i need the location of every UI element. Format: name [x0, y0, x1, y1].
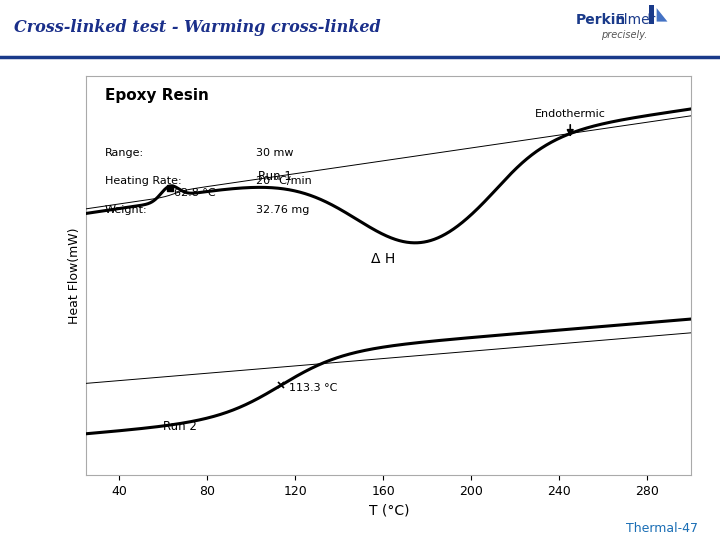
Text: 30 mw: 30 mw — [256, 147, 293, 158]
X-axis label: T (°C): T (°C) — [369, 503, 409, 517]
Text: Range:: Range: — [104, 147, 144, 158]
Text: Elmer: Elmer — [616, 14, 656, 28]
Text: Run 1: Run 1 — [258, 171, 292, 184]
Text: Heating Rate:: Heating Rate: — [104, 176, 181, 186]
Text: Endothermic: Endothermic — [535, 109, 606, 135]
Text: 62.8 °C: 62.8 °C — [174, 188, 216, 198]
Text: Weight:: Weight: — [104, 205, 147, 215]
Text: 20 °C/min: 20 °C/min — [256, 176, 312, 186]
Text: Run 2: Run 2 — [163, 420, 197, 433]
Text: Perkin: Perkin — [576, 14, 626, 28]
Text: precisely.: precisely. — [601, 30, 647, 40]
Text: 32.76 mg: 32.76 mg — [256, 205, 309, 215]
Text: Cross-linked test - Warming cross-linked: Cross-linked test - Warming cross-linked — [14, 19, 381, 36]
Text: Thermal-47: Thermal-47 — [626, 522, 698, 535]
Y-axis label: Heat Flow(mW): Heat Flow(mW) — [68, 227, 81, 323]
Text: Δ H: Δ H — [372, 252, 395, 266]
Text: Epoxy Resin: Epoxy Resin — [104, 87, 208, 103]
Text: ®: ® — [647, 12, 654, 21]
Text: 113.3 °C: 113.3 °C — [289, 383, 337, 393]
